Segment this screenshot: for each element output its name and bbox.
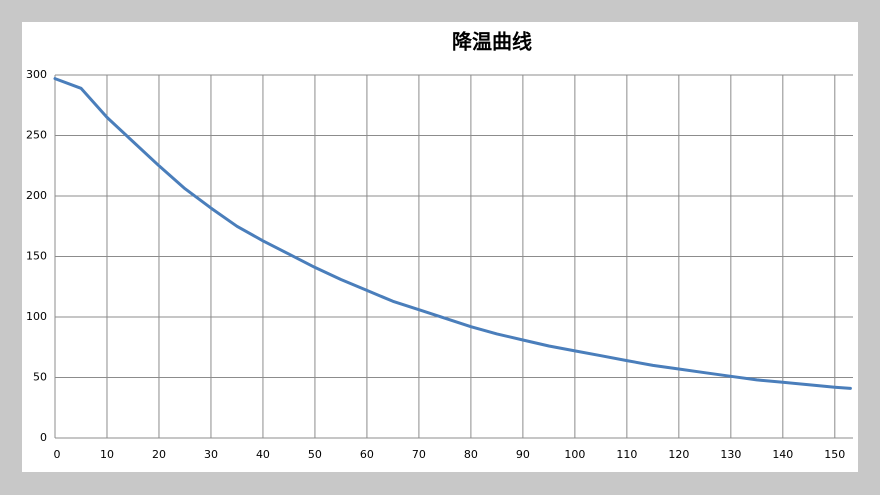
x-tick-label: 60 <box>360 448 374 461</box>
x-tick-label: 140 <box>772 448 793 461</box>
y-tick-label: 50 <box>33 371 47 384</box>
chart-panel <box>22 22 858 472</box>
x-tick-label: 100 <box>564 448 585 461</box>
x-tick-label: 110 <box>616 448 637 461</box>
y-tick-label: 150 <box>26 250 47 263</box>
x-tick-label: 10 <box>100 448 114 461</box>
x-tick-label: 130 <box>720 448 741 461</box>
x-tick-label: 90 <box>516 448 530 461</box>
x-tick-label: 30 <box>204 448 218 461</box>
x-tick-label: 50 <box>308 448 322 461</box>
line-series <box>53 77 852 390</box>
chart-title: 降温曲线 <box>452 30 532 54</box>
y-tick-label: 100 <box>26 310 47 323</box>
x-tick-label: 120 <box>668 448 689 461</box>
y-tick-label: 300 <box>26 68 47 81</box>
y-tick-label: 0 <box>40 431 47 444</box>
y-tick-label: 200 <box>26 189 47 202</box>
x-tick-label: 80 <box>464 448 478 461</box>
x-tick-label: 40 <box>256 448 270 461</box>
x-tick-label: 0 <box>54 448 61 461</box>
x-tick-label: 150 <box>824 448 845 461</box>
x-tick-label: 70 <box>412 448 426 461</box>
y-tick-label: 250 <box>26 129 47 142</box>
x-tick-label: 20 <box>152 448 166 461</box>
